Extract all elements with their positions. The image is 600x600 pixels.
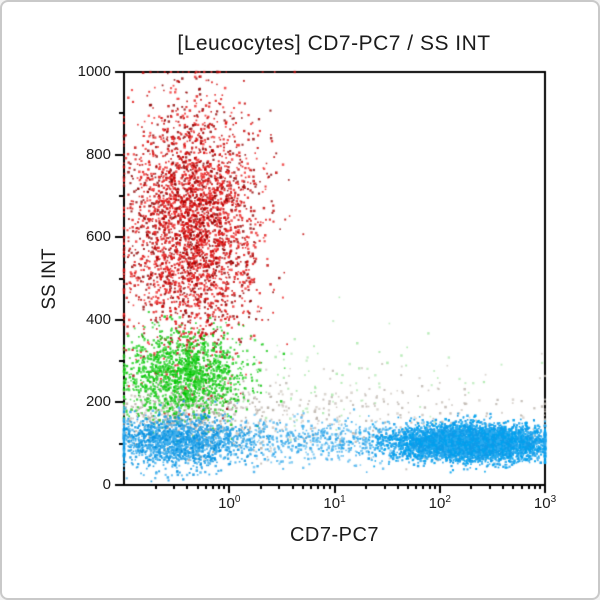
- y-tick-label: 800: [85, 145, 111, 163]
- y-tick-label: 1000: [77, 63, 111, 80]
- y-tick-label: 400: [85, 310, 111, 328]
- y-tick-label: 200: [85, 393, 111, 411]
- x-tick-label: 103: [533, 494, 557, 512]
- y-tick-label: 600: [85, 228, 111, 246]
- x-tick-label: 101: [323, 494, 346, 512]
- y-tick-label: 0: [102, 476, 111, 493]
- x-tick-label: 102: [428, 494, 451, 512]
- x-tick-label: 100: [218, 494, 241, 512]
- x-axis-label: CD7-PC7: [289, 524, 380, 546]
